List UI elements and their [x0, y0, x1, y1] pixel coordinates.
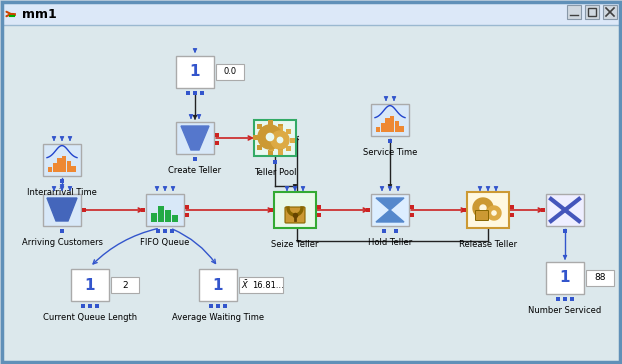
- FancyBboxPatch shape: [376, 127, 380, 132]
- FancyBboxPatch shape: [239, 277, 283, 293]
- FancyBboxPatch shape: [399, 126, 404, 132]
- FancyBboxPatch shape: [390, 116, 394, 132]
- Text: Service Time: Service Time: [363, 148, 417, 157]
- FancyBboxPatch shape: [371, 194, 409, 226]
- FancyBboxPatch shape: [286, 129, 291, 134]
- FancyBboxPatch shape: [269, 146, 274, 151]
- FancyBboxPatch shape: [381, 123, 385, 132]
- Polygon shape: [271, 131, 289, 149]
- Text: 1: 1: [560, 270, 570, 285]
- FancyBboxPatch shape: [67, 161, 71, 172]
- Text: 88: 88: [594, 273, 606, 282]
- FancyBboxPatch shape: [285, 207, 305, 223]
- FancyBboxPatch shape: [146, 194, 184, 226]
- Text: Current Queue Length: Current Queue Length: [43, 313, 137, 322]
- FancyBboxPatch shape: [257, 145, 262, 150]
- FancyBboxPatch shape: [603, 5, 617, 19]
- FancyBboxPatch shape: [3, 25, 619, 361]
- FancyBboxPatch shape: [277, 150, 282, 154]
- Text: Seize Teller: Seize Teller: [271, 240, 318, 249]
- FancyBboxPatch shape: [395, 121, 399, 132]
- FancyBboxPatch shape: [274, 192, 316, 228]
- FancyBboxPatch shape: [151, 213, 157, 222]
- Text: Average Waiting Time: Average Waiting Time: [172, 313, 264, 322]
- FancyBboxPatch shape: [111, 277, 139, 293]
- FancyBboxPatch shape: [172, 215, 178, 222]
- Text: Create Teller: Create Teller: [169, 166, 221, 175]
- Polygon shape: [277, 137, 283, 143]
- FancyBboxPatch shape: [176, 56, 214, 88]
- Text: 0.0: 0.0: [223, 67, 236, 76]
- FancyBboxPatch shape: [43, 194, 81, 226]
- Text: Arriving Customers: Arriving Customers: [22, 238, 103, 247]
- Text: 16.81...: 16.81...: [252, 281, 284, 289]
- Text: 1: 1: [213, 277, 223, 293]
- FancyBboxPatch shape: [278, 124, 283, 129]
- Polygon shape: [266, 133, 274, 141]
- Text: mm1: mm1: [22, 8, 57, 21]
- FancyBboxPatch shape: [165, 210, 171, 222]
- FancyBboxPatch shape: [43, 144, 81, 176]
- FancyBboxPatch shape: [386, 118, 389, 132]
- FancyBboxPatch shape: [567, 5, 581, 19]
- Polygon shape: [181, 126, 209, 150]
- Text: FIFO Queue: FIFO Queue: [141, 238, 190, 247]
- FancyBboxPatch shape: [585, 5, 599, 19]
- FancyBboxPatch shape: [586, 270, 614, 286]
- FancyBboxPatch shape: [286, 146, 291, 151]
- FancyBboxPatch shape: [282, 135, 287, 139]
- FancyBboxPatch shape: [475, 210, 488, 221]
- FancyBboxPatch shape: [546, 262, 584, 294]
- Text: Teller Pool: Teller Pool: [254, 168, 296, 177]
- Text: Hold Teller: Hold Teller: [368, 238, 412, 247]
- FancyBboxPatch shape: [253, 135, 258, 139]
- Polygon shape: [258, 125, 282, 149]
- FancyBboxPatch shape: [278, 145, 283, 150]
- FancyBboxPatch shape: [72, 166, 75, 172]
- Text: Interarrival Time: Interarrival Time: [27, 188, 97, 197]
- FancyBboxPatch shape: [277, 126, 282, 131]
- FancyBboxPatch shape: [57, 158, 62, 172]
- FancyBboxPatch shape: [3, 3, 619, 25]
- FancyBboxPatch shape: [257, 124, 262, 129]
- Text: Release Teller: Release Teller: [459, 240, 517, 249]
- FancyBboxPatch shape: [546, 194, 584, 226]
- FancyBboxPatch shape: [216, 64, 244, 80]
- Polygon shape: [376, 210, 404, 222]
- FancyBboxPatch shape: [199, 269, 237, 301]
- FancyBboxPatch shape: [53, 163, 57, 172]
- Polygon shape: [376, 198, 404, 210]
- Polygon shape: [487, 206, 501, 220]
- Text: Number Serviced: Number Serviced: [528, 306, 601, 315]
- FancyBboxPatch shape: [71, 269, 109, 301]
- FancyBboxPatch shape: [254, 120, 296, 156]
- Text: 2: 2: [122, 281, 128, 289]
- FancyBboxPatch shape: [266, 138, 271, 142]
- FancyBboxPatch shape: [48, 167, 52, 172]
- FancyBboxPatch shape: [267, 119, 272, 124]
- Polygon shape: [473, 198, 493, 218]
- FancyBboxPatch shape: [267, 150, 272, 154]
- Text: $\bar{X}$: $\bar{X}$: [241, 278, 249, 292]
- Polygon shape: [47, 198, 77, 221]
- FancyBboxPatch shape: [269, 129, 274, 134]
- FancyBboxPatch shape: [289, 138, 294, 142]
- Polygon shape: [480, 205, 486, 211]
- FancyBboxPatch shape: [158, 206, 164, 222]
- Polygon shape: [492, 211, 496, 215]
- Text: 1: 1: [85, 277, 95, 293]
- FancyBboxPatch shape: [371, 104, 409, 136]
- FancyBboxPatch shape: [467, 192, 509, 228]
- Text: 1: 1: [190, 64, 200, 79]
- FancyBboxPatch shape: [62, 156, 66, 172]
- FancyBboxPatch shape: [176, 122, 214, 154]
